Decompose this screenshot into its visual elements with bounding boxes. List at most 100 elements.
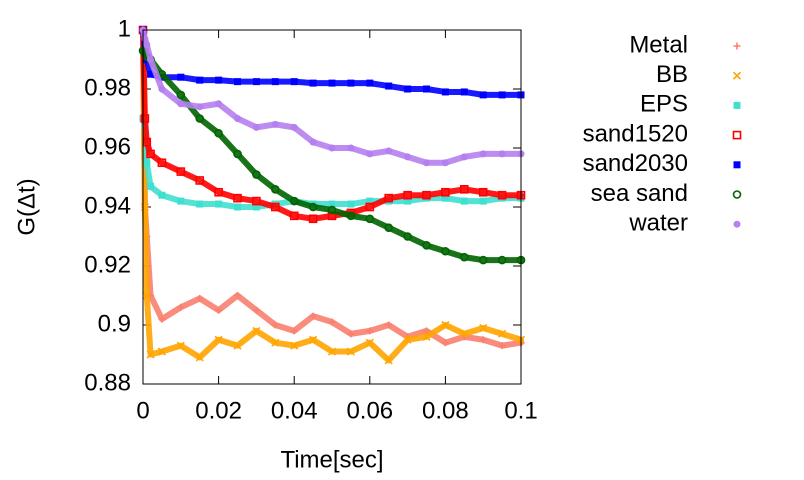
- data-point: [289, 211, 299, 221]
- x-tick-label: 0.04: [271, 397, 318, 424]
- data-point: [233, 193, 242, 203]
- series-line: [140, 115, 524, 210]
- y-tick-label: 0.9: [98, 310, 131, 337]
- data-point: [365, 202, 375, 212]
- data-point: [403, 190, 412, 200]
- data-point: [478, 187, 488, 197]
- data-point: [177, 303, 185, 311]
- data-point: [252, 196, 261, 206]
- data-point: [271, 120, 279, 128]
- plot-frame: [142, 29, 522, 385]
- data-point: [459, 185, 469, 194]
- data-point: [289, 196, 299, 206]
- data-point: [422, 332, 431, 341]
- data-point: [498, 150, 506, 158]
- data-point: [441, 88, 449, 96]
- series-line: [140, 27, 524, 349]
- data-point: [328, 318, 336, 326]
- data-point: [366, 150, 374, 158]
- data-point: [460, 197, 468, 205]
- data-point: [271, 321, 279, 329]
- data-point: [252, 78, 260, 86]
- legend-marker: [733, 161, 741, 169]
- data-point: [215, 306, 223, 314]
- data-point: [158, 85, 166, 93]
- data-point: [270, 202, 280, 212]
- data-point: [404, 197, 412, 205]
- data-point: [497, 255, 507, 265]
- y-tick-label: 0.94: [84, 192, 131, 219]
- data-point: [385, 321, 393, 329]
- data-point: [423, 327, 430, 335]
- data-point: [214, 128, 223, 138]
- data-point: [404, 85, 412, 93]
- data-point: [423, 85, 430, 93]
- data-point: [459, 252, 469, 262]
- data-point: [176, 341, 185, 350]
- data-point: [215, 100, 223, 108]
- data-point: [441, 320, 450, 330]
- data-point: [234, 203, 241, 211]
- data-point: [384, 356, 393, 365]
- data-point: [404, 153, 412, 161]
- data-point: [478, 255, 488, 265]
- legend-marker: [732, 190, 742, 199]
- data-point: [271, 338, 280, 347]
- data-point: [328, 144, 336, 152]
- data-point: [252, 203, 260, 211]
- legend-label: sea sand: [591, 180, 688, 207]
- y-tick-label: 1: [118, 15, 131, 42]
- data-point: [309, 312, 317, 320]
- legend-marker: [732, 71, 742, 80]
- data-point: [214, 335, 223, 344]
- data-point: [142, 291, 151, 300]
- x-axis-label: Time[sec]: [280, 446, 383, 473]
- data-point: [441, 187, 450, 197]
- data-point: [347, 79, 355, 87]
- data-point: [195, 114, 204, 123]
- data-point: [252, 326, 261, 335]
- data-point: [290, 123, 298, 131]
- data-point: [177, 100, 185, 108]
- data-point: [327, 347, 337, 356]
- data-point: [147, 56, 155, 63]
- data-point: [479, 336, 487, 344]
- data-point: [403, 335, 412, 344]
- data-point: [177, 197, 185, 205]
- series-line: [140, 27, 524, 166]
- data-point: [270, 185, 280, 194]
- legend-marker: [733, 42, 741, 50]
- data-point: [422, 190, 431, 200]
- legend-label: EPS: [640, 91, 688, 118]
- data-point: [308, 214, 318, 224]
- data-point: [252, 170, 261, 179]
- data-point: [146, 149, 155, 159]
- data-point: [309, 138, 317, 146]
- data-point: [460, 88, 468, 96]
- data-point: [498, 342, 506, 350]
- data-point: [234, 115, 241, 122]
- data-point: [214, 187, 223, 197]
- data-point: [441, 246, 450, 256]
- data-point: [328, 200, 336, 208]
- data-point: [346, 211, 356, 221]
- data-point: [479, 91, 487, 99]
- data-point: [460, 153, 468, 161]
- data-point: [290, 327, 298, 335]
- data-point: [140, 114, 150, 123]
- data-point: [252, 306, 260, 314]
- data-point: [423, 159, 430, 167]
- data-point: [252, 123, 260, 131]
- data-point: [365, 338, 374, 347]
- data-point: [498, 329, 507, 338]
- data-point: [346, 347, 355, 356]
- data-point: [196, 294, 204, 302]
- y-axis-label: G(Δt): [13, 178, 40, 235]
- data-point: [196, 76, 204, 84]
- data-point: [498, 91, 506, 99]
- data-point: [233, 341, 242, 350]
- data-point: [176, 167, 186, 176]
- data-point: [234, 292, 241, 299]
- data-point: [234, 78, 241, 86]
